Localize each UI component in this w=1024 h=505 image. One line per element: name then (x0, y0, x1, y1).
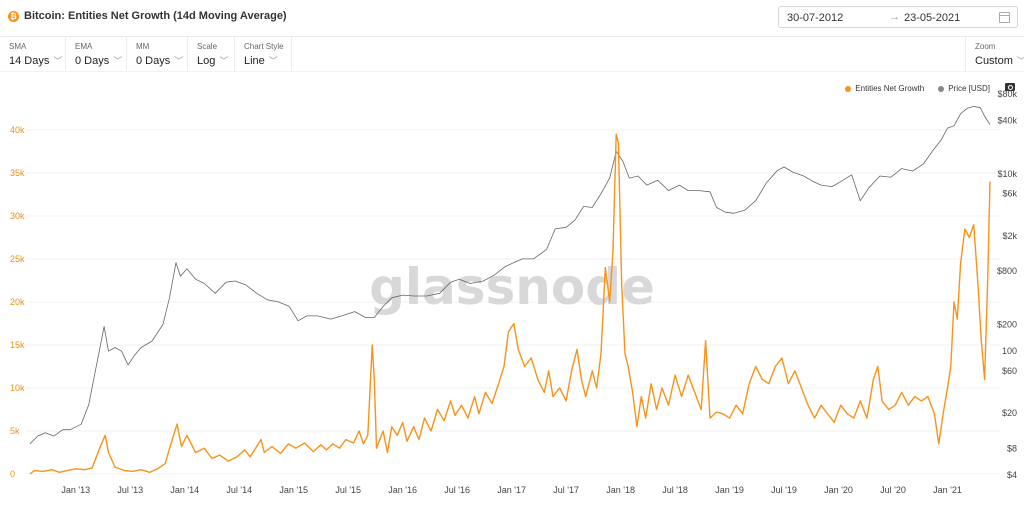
x-tick-label: Jan '19 (715, 485, 744, 495)
right-tick-label: $10k (997, 169, 1017, 179)
left-tick-label: 10k (10, 383, 25, 393)
right-tick-label: $6k (1002, 189, 1017, 199)
right-tick-label: $60 (1002, 366, 1017, 376)
chart-title: Bitcoin: Entities Net Growth (14d Moving… (24, 10, 287, 22)
ema-label: EMA (75, 42, 93, 51)
right-tick-label: $40k (997, 116, 1017, 126)
x-tick-label: Jan '17 (497, 485, 526, 495)
scale-select[interactable]: Scale Log ﹀ (188, 37, 235, 71)
zoom-label: Zoom (975, 42, 996, 51)
left-axis: 0 5k 10k 15k 20k 25k 30k 35k 40k (10, 125, 25, 479)
chevron-down-icon: ﹀ (113, 56, 123, 66)
title-group: ₿ Bitcoin: Entities Net Growth (14d Movi… (8, 10, 287, 22)
series-group (29, 106, 991, 475)
x-tick-label: Jan '16 (388, 485, 417, 495)
controls-divider (0, 71, 1024, 72)
chart-style-select[interactable]: Chart Style Line ﹀ (235, 37, 292, 71)
right-tick-label: $800 (997, 266, 1017, 276)
mm-select[interactable]: MM 0 Days ﹀ (127, 37, 188, 71)
legend-label-growth: Entities Net Growth (855, 84, 925, 93)
right-tick-label: $8 (1007, 443, 1017, 453)
x-tick-label: Jul '18 (662, 485, 688, 495)
right-tick-label: $4 (1007, 470, 1017, 480)
bitcoin-icon: ₿ (8, 10, 19, 22)
price-line (29, 106, 991, 445)
mm-label: MM (136, 42, 150, 51)
chart-style-label: Chart Style (244, 42, 284, 51)
zoom-value: Custom (975, 55, 1013, 67)
legend-item-growth[interactable]: Entities Net Growth (845, 84, 924, 93)
legend-dot-price (938, 85, 945, 92)
x-tick-label: Jul '16 (444, 485, 470, 495)
left-tick-label: 25k (10, 254, 25, 264)
zoom-select[interactable]: Zoom Custom ﹀ (965, 37, 1024, 71)
right-axis: $80k $40k $10k $6k $2k $800 $200 100 $60 $20 $8 $4 (997, 89, 1018, 480)
date-to[interactable]: 23-05-2021 (904, 12, 961, 24)
scale-label: Scale (197, 42, 218, 51)
camera-icon[interactable] (1005, 83, 1015, 91)
left-tick-label: 5k (10, 426, 20, 436)
legend-item-price[interactable]: Price [USD] (938, 84, 990, 93)
x-tick-label: Jan '14 (170, 485, 199, 495)
x-tick-label: Jan '15 (279, 485, 308, 495)
sma-value: 14 Days (9, 55, 50, 67)
right-tick-label: $200 (997, 319, 1017, 329)
entities-net-growth-line (29, 133, 991, 475)
left-tick-label: 35k (10, 168, 25, 178)
date-from[interactable]: 30-07-2012 (787, 12, 844, 24)
scale-value: Log (197, 55, 216, 67)
left-tick-label: 30k (10, 211, 25, 221)
chevron-down-icon: ﹀ (268, 56, 278, 66)
gridlines (26, 129, 1000, 475)
right-tick-label: $80k (997, 89, 1017, 99)
left-tick-label: 0 (10, 469, 15, 479)
right-tick-label: $20 (1002, 408, 1017, 418)
chevron-down-icon: ﹀ (1017, 56, 1024, 66)
header-divider (0, 36, 1024, 37)
x-tick-label: Jan '21 (933, 485, 962, 495)
calendar-icon[interactable] (999, 12, 1010, 23)
header-bar: ₿ Bitcoin: Entities Net Growth (14d Movi… (0, 0, 1024, 36)
chevron-down-icon: ﹀ (219, 56, 229, 66)
right-tick-label: 100 (1002, 346, 1017, 356)
left-tick-label: 15k (10, 340, 25, 350)
x-tick-label: Jul '17 (553, 485, 579, 495)
x-tick-label: Jul '15 (335, 485, 361, 495)
left-tick-label: 40k (10, 125, 25, 135)
left-tick-label: 20k (10, 297, 25, 307)
chart-style-value: Line (244, 55, 265, 67)
sma-select[interactable]: SMA 14 Days ﹀ (0, 37, 66, 71)
x-tick-label: Jul '19 (771, 485, 797, 495)
date-range-picker[interactable]: 30-07-2012 → 23-05-2021 (778, 6, 1018, 28)
chevron-down-icon: ﹀ (174, 56, 184, 66)
ema-value: 0 Days (75, 55, 110, 67)
chevron-down-icon: ﹀ (53, 56, 63, 66)
arrow-right-icon: → (889, 11, 900, 23)
x-tick-label: Jan '18 (606, 485, 635, 495)
legend-dot-growth (845, 85, 852, 92)
x-tick-label: Jul '20 (880, 485, 906, 495)
x-tick-label: Jul '13 (117, 485, 143, 495)
controls-bar: SMA 14 Days ﹀ EMA 0 Days ﹀ MM 0 Days ﹀ Scal… (0, 37, 1024, 71)
ema-select[interactable]: EMA 0 Days ﹀ (66, 37, 127, 71)
legend: Entities Net Growth Price [USD] (831, 84, 990, 93)
x-tick-label: Jan '13 (61, 485, 90, 495)
x-tick-label: Jan '20 (824, 485, 853, 495)
x-tick-label: Jul '14 (226, 485, 252, 495)
legend-label-price: Price [USD] (948, 84, 990, 93)
mm-value: 0 Days (136, 55, 171, 67)
right-tick-label: $2k (1002, 231, 1017, 241)
sma-label: SMA (9, 42, 27, 51)
x-axis: Jan '13 Jul '13 Jan '14 Jul '14 Jan '15 Jul '… (61, 485, 961, 495)
